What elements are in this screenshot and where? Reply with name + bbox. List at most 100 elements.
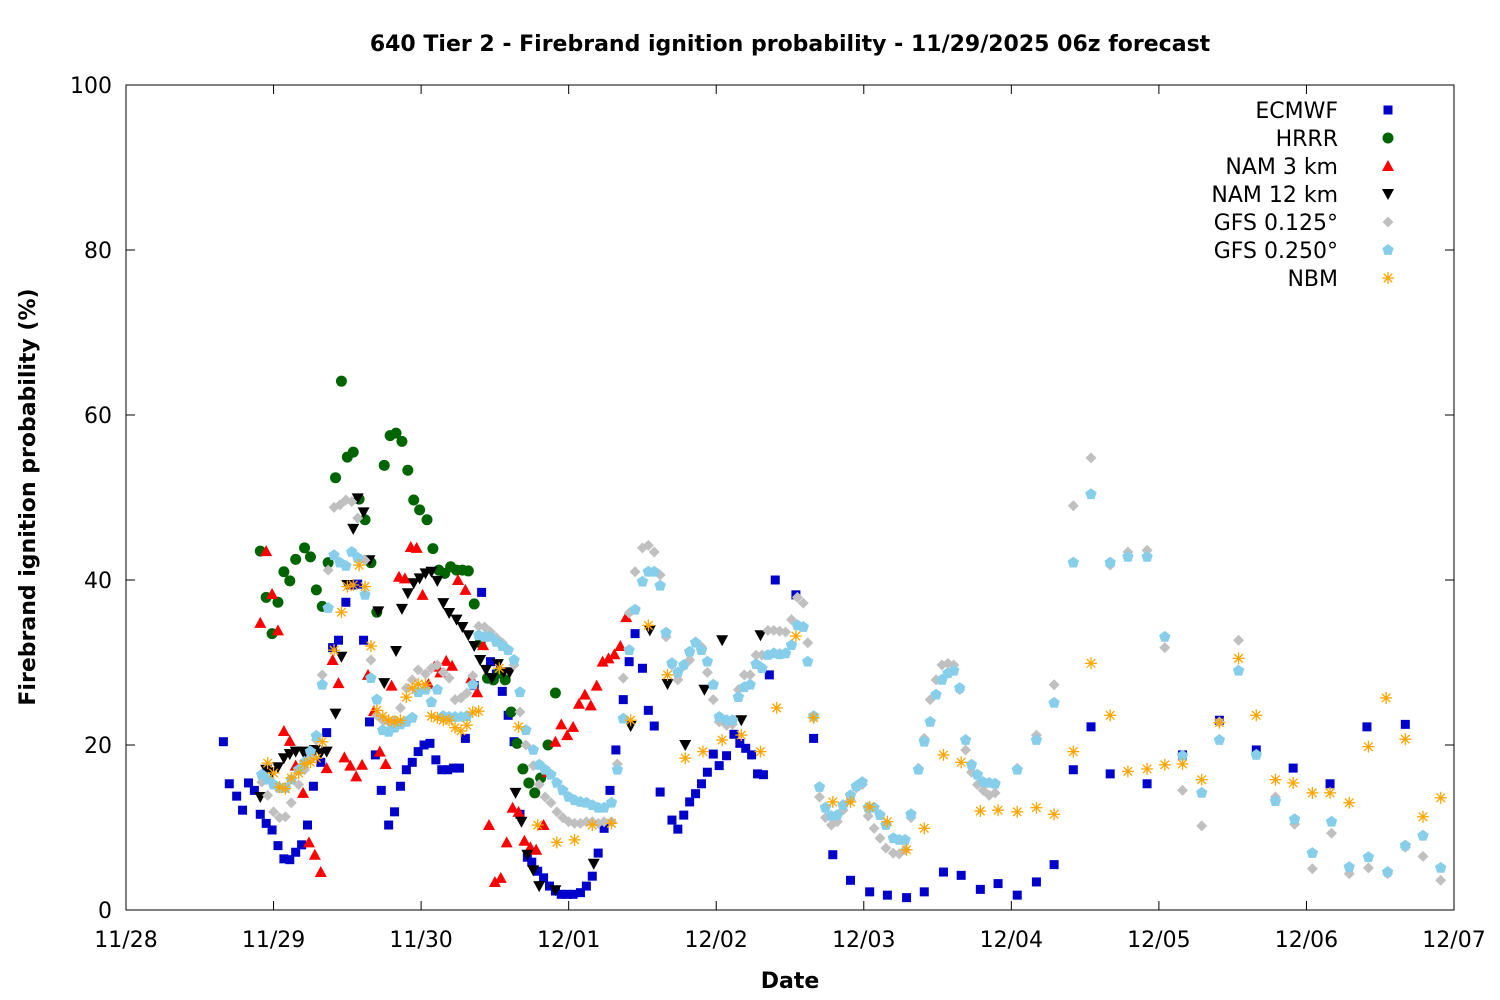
gfs-0-250-point: [605, 796, 618, 808]
nbm-point: [370, 704, 383, 717]
gfs-0-250-point: [1417, 829, 1429, 841]
nam-12-km-point: [378, 678, 391, 690]
nbm-point: [1195, 773, 1208, 786]
hrrr-point: [304, 551, 316, 563]
gfs-0-250-point: [461, 710, 473, 721]
gfs-0-250-point: [959, 734, 972, 745]
ecmwf-point: [316, 757, 326, 767]
gfs-0-250-point: [611, 763, 624, 775]
gfs-0-250-point: [930, 688, 942, 700]
nbm-point: [679, 752, 692, 765]
ecmwf-point: [667, 815, 677, 825]
nam-12-km-point: [425, 566, 438, 578]
gfs-0-250-point: [1011, 763, 1023, 775]
hrrr-point: [402, 464, 414, 476]
y-tick-label: 100: [70, 74, 112, 99]
nbm-point: [881, 815, 894, 828]
gfs-0-250-point: [629, 603, 641, 615]
ecmwf-point: [938, 867, 948, 877]
gfs-0-125-point: [802, 637, 814, 649]
nbm-point: [937, 748, 950, 761]
nam-3-km-point: [614, 640, 627, 651]
nam-3-km-point: [477, 639, 490, 651]
gfs-0-250-point: [701, 655, 714, 667]
ecmwf-point: [649, 721, 659, 731]
nbm-point: [1176, 757, 1189, 770]
ecmwf-point: [302, 820, 312, 830]
gfs-0-250-point: [1306, 847, 1319, 858]
gfs-0-125-point: [431, 659, 443, 671]
gfs-0-125-point: [862, 810, 874, 822]
x-axis-title: Date: [761, 969, 820, 994]
nam-3-km-point: [326, 654, 339, 666]
ecmwf-point: [1012, 890, 1022, 900]
gfs-0-125-point: [707, 694, 719, 706]
nam-12-km-point: [754, 630, 767, 642]
gfs-0-250-point: [431, 683, 443, 695]
nam-12-km-point: [413, 573, 426, 585]
gfs-0-250-point: [623, 644, 635, 655]
nbm-point: [1030, 801, 1043, 814]
ecmwf-point: [443, 765, 453, 775]
nam-12-km-point: [320, 746, 333, 758]
gfs-0-250-point: [340, 560, 352, 571]
nam-12-km-point: [450, 614, 463, 626]
nbm-point: [460, 719, 473, 732]
legend-marker-gfs-0-125: [1382, 216, 1394, 228]
nam-3-km-point: [416, 588, 429, 600]
gfs-0-250-point: [514, 686, 526, 698]
gfs-0-125-point: [1048, 679, 1060, 691]
gfs-0-250-point: [467, 678, 479, 690]
nam-12-km-point: [431, 575, 444, 587]
x-tick-label: 12/07: [1422, 928, 1485, 953]
ecmwf-point: [722, 751, 732, 761]
ecmwf-point: [533, 866, 543, 876]
nbm-point: [974, 805, 987, 817]
ecmwf-point: [902, 893, 912, 903]
gfs-0-250-point: [785, 639, 798, 650]
nam-3-km-point: [379, 757, 392, 769]
legend-item-gfs-0-125: GFS 0.125°: [1214, 211, 1394, 236]
ecmwf-point: [758, 770, 768, 780]
ecmwf-point: [413, 747, 423, 757]
gfs-0-250-point: [756, 662, 768, 674]
gfs-0-125-point: [989, 787, 1001, 799]
nam-3-km-point: [567, 720, 580, 732]
nam-3-km-point: [512, 805, 525, 817]
hrrr-point: [378, 459, 390, 471]
gfs-0-125-point: [1435, 874, 1447, 886]
nbm-point: [1343, 796, 1356, 809]
nam-12-km-point: [390, 645, 403, 657]
ecmwf-point: [341, 597, 351, 607]
gfs-0-125-point: [642, 539, 654, 551]
legend-label: NBM: [1287, 267, 1338, 292]
gfs-0-250-point: [779, 647, 792, 659]
ecmwf-point: [249, 785, 259, 795]
gfs-0-125-point: [701, 666, 713, 678]
ecmwf-point: [359, 635, 369, 645]
ecmwf-point: [527, 857, 537, 867]
nam-3-km-point: [356, 758, 369, 770]
ecmwf-point: [1142, 779, 1152, 789]
ecmwf-point: [593, 848, 603, 858]
legend-marker-ecmwf: [1383, 105, 1393, 115]
nam-12-km-point: [271, 762, 284, 774]
series-ecmwf: [218, 575, 1410, 903]
nbm-point: [285, 772, 298, 784]
gfs-0-125-point: [569, 817, 581, 829]
gfs-0-125-point: [437, 666, 449, 678]
nam-3-km-point: [530, 843, 543, 855]
nbm-point: [735, 729, 748, 742]
gfs-0-250-point: [726, 714, 739, 726]
gfs-0-250-point: [1159, 630, 1171, 642]
gfs-0-125-point: [648, 546, 660, 558]
legend-label: NAM 12 km: [1211, 183, 1338, 208]
ecmwf-point: [243, 778, 253, 788]
ecmwf-point: [460, 733, 470, 743]
nbm-point: [425, 710, 438, 723]
legend-marker-nbm: [1382, 272, 1394, 284]
gfs-0-250-point: [425, 696, 438, 707]
legend-marker-nam-12-km: [1382, 189, 1394, 200]
ecmwf-point: [753, 769, 763, 779]
nbm-point: [568, 833, 581, 846]
